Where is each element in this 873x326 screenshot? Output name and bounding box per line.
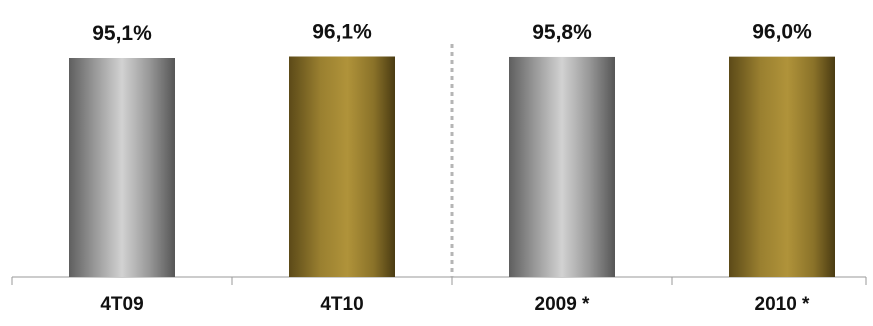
- data-label: 96,1%: [312, 21, 372, 44]
- bar-4t10: [289, 56, 395, 277]
- category-label: 2009 *: [535, 294, 591, 315]
- category-label: 2010 *: [755, 294, 811, 315]
- bars-layer: [69, 56, 835, 278]
- category-label: 4T10: [320, 294, 363, 315]
- category-label: 4T09: [100, 294, 143, 315]
- data-label: 95,1%: [92, 22, 152, 45]
- data-label: 96,0%: [752, 21, 812, 44]
- bar-4t09: [69, 58, 175, 277]
- bar-2010: [729, 56, 835, 278]
- bar-2009: [509, 56, 615, 278]
- labels-layer: 95,1% 4T09 96,1% 4T10 95,8% 2009 * 96,0% 2010 *: [92, 21, 812, 316]
- data-label: 95,8%: [532, 21, 592, 44]
